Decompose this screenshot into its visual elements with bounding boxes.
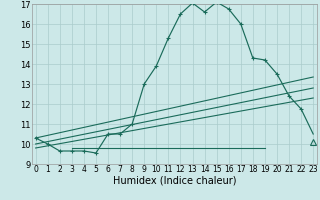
X-axis label: Humidex (Indice chaleur): Humidex (Indice chaleur) (113, 176, 236, 186)
